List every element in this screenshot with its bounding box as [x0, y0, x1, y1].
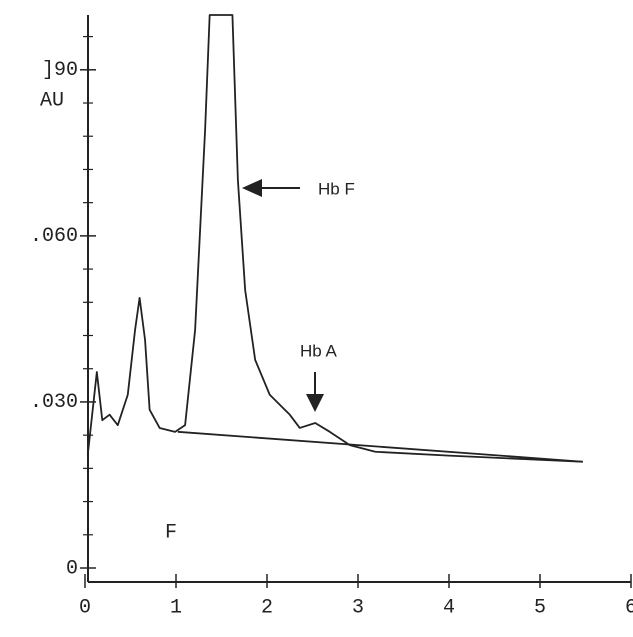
- arrow-head: [242, 179, 262, 197]
- annotation: Hb A: [300, 341, 338, 360]
- y-tick-label: .060: [30, 225, 78, 248]
- trace: [177, 430, 583, 463]
- x-tick-label: 3: [352, 596, 364, 619]
- y-tick-label: 0: [66, 557, 78, 580]
- annotation: F: [165, 521, 177, 544]
- x-tick-label: 4: [443, 596, 455, 619]
- arrow-head: [306, 394, 324, 412]
- y-tick-label: .030: [30, 391, 78, 414]
- x-tick-label: 2: [261, 596, 273, 619]
- x-tick-label: 5: [534, 596, 546, 619]
- x-tick-label: 6: [625, 596, 633, 619]
- y-tick-label: ]90: [42, 59, 78, 82]
- trace: [86, 14, 583, 463]
- x-tick-label: 1: [170, 596, 182, 619]
- x-tick-label: 0: [79, 596, 91, 619]
- y-axis-label: AU: [40, 89, 64, 112]
- annotation: Hb F: [318, 179, 355, 198]
